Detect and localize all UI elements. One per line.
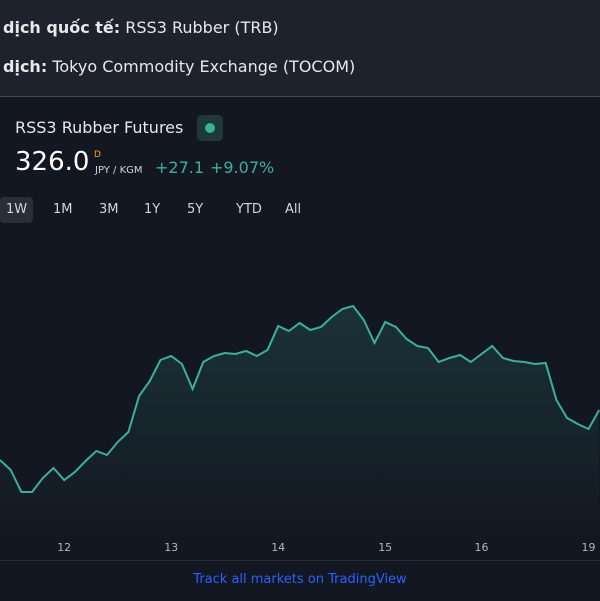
unit: JPY / KGM	[95, 165, 143, 176]
range-button[interactable]: 1Y	[144, 202, 161, 217]
x-tick-label: 12	[57, 541, 71, 554]
info-label: dịch quốc tế:	[3, 18, 121, 37]
info-row: dịch: Tokyo Commodity Exchange (TOCOM)	[3, 57, 355, 76]
range-button[interactable]: YTD	[236, 202, 262, 217]
status-badge	[197, 115, 223, 141]
x-tick-label: 16	[475, 541, 489, 554]
range-button[interactable]: 3M	[99, 202, 119, 217]
price-line	[0, 304, 600, 493]
info-row: dịch quốc tế: RSS3 Rubber (TRB)	[3, 18, 279, 37]
x-tick-label: 19	[582, 541, 596, 554]
x-tick-label: 14	[271, 541, 285, 554]
info-value: Tokyo Commodity Exchange (TOCOM)	[52, 57, 356, 76]
area-fill	[0, 306, 600, 538]
change: +27.1	[155, 158, 205, 177]
symbol[interactable]: RSS3 Rubber Futures	[15, 118, 184, 137]
info-value: RSS3 Rubber (TRB)	[125, 18, 279, 37]
range-button[interactable]: 1M	[53, 202, 73, 217]
x-tick-label: 13	[164, 541, 178, 554]
x-tick-label: 15	[378, 541, 392, 554]
widget: RSS3 Rubber Futures 326.0 D JPY / KGM +2…	[0, 97, 600, 601]
range-button[interactable]: 1W	[0, 197, 34, 223]
footer-link[interactable]: Track all markets on TradingView	[193, 572, 407, 587]
range-button[interactable]: 5Y	[187, 202, 204, 217]
price-flag: D	[94, 150, 101, 160]
chart: 12 13 14 15 16 19	[0, 304, 600, 554]
range-button[interactable]: All	[285, 202, 302, 217]
info-label: dịch:	[3, 57, 48, 76]
change-percent: +9.07%	[210, 158, 275, 177]
price: 326.0	[15, 147, 90, 177]
info-panel: dịch quốc tế: RSS3 Rubber (TRB) dịch: To…	[0, 0, 600, 97]
footer: Track all markets on TradingView	[0, 560, 600, 601]
